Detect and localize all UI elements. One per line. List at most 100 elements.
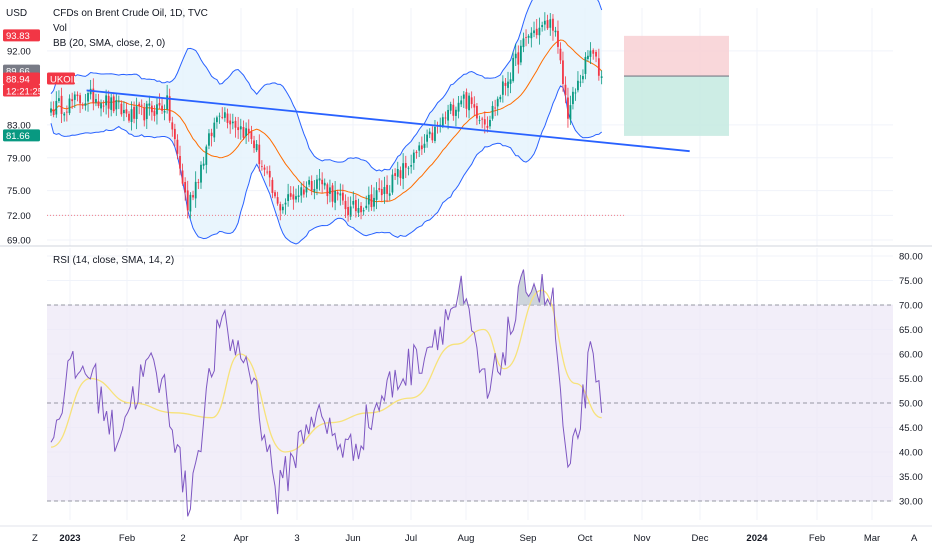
price-badge-text: 12:21:25 <box>6 86 43 97</box>
candle-body <box>87 93 89 102</box>
candle-body <box>365 205 368 209</box>
candle-body <box>305 186 308 193</box>
candle-body <box>63 113 66 116</box>
stop-loss-zone[interactable] <box>624 35 729 77</box>
candle-body <box>572 91 574 105</box>
candle-body <box>58 98 60 102</box>
candle-body <box>250 131 253 140</box>
price-axis-label: 69.00 <box>7 236 31 247</box>
rsi-axis-label: 40.00 <box>899 448 923 459</box>
candle-body <box>339 193 342 196</box>
candle-body <box>457 102 460 112</box>
candle-body <box>316 179 318 189</box>
time-axis-label: Feb <box>119 533 135 544</box>
candle-body <box>192 195 194 198</box>
price-badge <box>3 72 40 85</box>
candle-body <box>462 94 465 99</box>
candle-body <box>447 109 449 121</box>
candle-body <box>349 206 352 217</box>
rsi-axis-label: 70.00 <box>899 301 923 312</box>
candle-body <box>105 95 108 106</box>
candle-body <box>486 125 489 128</box>
candle-body <box>115 100 118 110</box>
candle-body <box>402 163 405 179</box>
price-axis[interactable]: 92.00 83.00 79.00 75.00 72.00 69.00 <box>7 46 31 246</box>
candle-body <box>92 88 95 104</box>
time-axis-label: 2023 <box>59 533 80 544</box>
price-axis-label: 83.00 <box>7 120 31 131</box>
indicator-bb-label[interactable]: BB (20, SMA, close, 2, 0) <box>53 38 165 49</box>
candle-body <box>455 109 457 116</box>
candle-body <box>388 193 391 196</box>
rsi-axis-label: 60.00 <box>899 350 923 361</box>
indicator-vol-label[interactable]: Vol <box>53 23 67 34</box>
candle-body <box>507 81 509 88</box>
candle-body <box>329 187 331 194</box>
rsi-axis-label: 35.00 <box>899 472 923 483</box>
candle-body <box>512 57 515 81</box>
take-profit-zone[interactable] <box>624 76 729 136</box>
candle-body <box>441 117 444 127</box>
candle-body <box>189 194 192 212</box>
time-axis[interactable]: 2023 Feb 2 Apr 3 Jun Jul Aug Sep Oct Nov Dec 2024 Feb… <box>59 533 880 544</box>
candle-body <box>470 97 473 105</box>
candle-body <box>434 126 436 141</box>
candle-body <box>514 53 517 59</box>
candle-body <box>76 94 79 97</box>
candle-body <box>181 170 184 184</box>
price-badge <box>3 84 40 97</box>
price-panel[interactable] <box>47 0 729 245</box>
candle-body <box>128 113 130 121</box>
time-axis-label: 3 <box>294 533 299 544</box>
price-badge-text: UKOIL <box>50 74 79 85</box>
candle-body <box>284 202 287 205</box>
candle-body <box>527 35 530 38</box>
price-badge <box>47 72 75 85</box>
candle-body <box>179 156 181 169</box>
rsi-axis-label: 55.00 <box>899 374 923 385</box>
candle-body <box>202 163 205 166</box>
rsi-axis[interactable]: 80.00 75.00 70.00 65.00 60.00 55.00 50.00 45.00… <box>899 252 923 508</box>
price-axis-label: 79.00 <box>7 153 31 164</box>
rsi-axis-label: 80.00 <box>899 252 923 263</box>
candle-body <box>117 101 120 103</box>
candle-body <box>186 190 189 211</box>
rsi-panel[interactable] <box>47 269 893 517</box>
currency-label: USD <box>6 8 27 19</box>
candle-body <box>255 144 258 151</box>
candle-body <box>295 196 297 200</box>
time-axis-label: Feb <box>809 533 825 544</box>
candle-body <box>533 30 535 34</box>
candle-body <box>415 151 418 154</box>
candle-body <box>522 38 525 48</box>
candle-body <box>156 104 158 115</box>
candle-body <box>347 207 349 215</box>
bollinger-lower-band <box>50 85 603 245</box>
candle-body <box>123 109 125 114</box>
candle-body <box>380 189 383 196</box>
candle-body <box>336 192 339 195</box>
indicator-rsi-label[interactable]: RSI (14, close, SMA, 14, 2) <box>53 255 174 266</box>
candle-body <box>297 195 300 197</box>
candle-body <box>386 184 388 194</box>
candle-body <box>166 95 169 110</box>
candle-body <box>125 109 128 114</box>
time-axis-label: 2024 <box>746 533 768 544</box>
candle-body <box>239 126 242 130</box>
auto-scale-button[interactable]: A <box>911 533 918 544</box>
bollinger-band-fill <box>51 0 602 244</box>
candle-body <box>68 98 71 114</box>
zoom-z-button[interactable]: Z <box>32 533 38 544</box>
candle-body <box>465 92 468 109</box>
symbol-title[interactable]: CFDs on Brent Crude Oil, 1D, TVC <box>53 8 208 19</box>
candle-body <box>200 164 202 183</box>
candle-body <box>535 28 538 36</box>
time-axis-label: Aug <box>458 533 475 544</box>
candle-body <box>375 190 378 200</box>
candle-body <box>65 111 68 113</box>
candle-body <box>341 192 344 201</box>
rsi-axis-label: 45.00 <box>899 423 923 434</box>
trendline[interactable] <box>86 89 690 153</box>
